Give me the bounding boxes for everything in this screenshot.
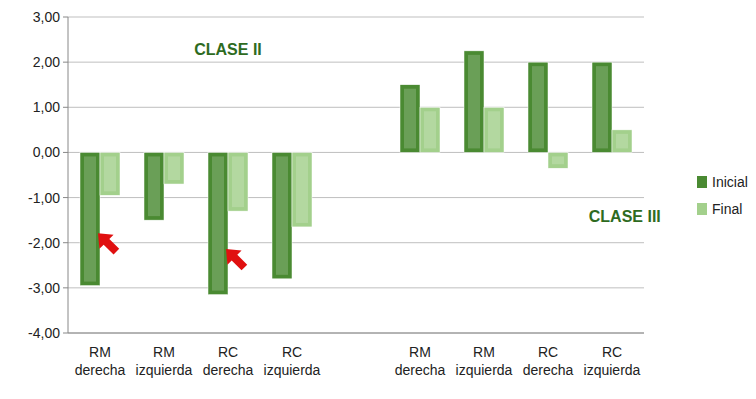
arrow [219,242,252,275]
bar [464,51,484,153]
tick-mark [63,197,68,198]
tick-mark [63,287,68,288]
bar-bevel [488,111,500,148]
tick-label: 3,00 [33,9,60,25]
bar [612,130,632,153]
bar [292,152,312,226]
chart: -4,00 -3,00 -2,00 -1,00 0,00 1,00 2,00 3,00 RMde… [0,0,756,399]
legend-swatch [697,176,707,188]
grid-line [68,242,644,243]
bar-bevel [596,66,608,148]
bar-bevel [232,156,244,207]
tick-mark [63,152,68,153]
grid-line [68,107,644,108]
tick-mark [63,62,68,63]
grid-line [68,333,644,334]
category-label: RCderecha [203,344,254,378]
legend-label: Final [712,201,742,217]
bar [484,107,504,152]
bar [100,152,120,195]
bar-bevel [276,156,288,274]
tick-label: 2,00 [33,54,60,70]
tick-mark [63,242,68,243]
bar-bevel [148,156,160,216]
category-label: RMizquierda [456,344,513,378]
grid-line [68,62,644,63]
bar [272,152,292,278]
bar [528,62,548,152]
y-axis [68,17,69,333]
tick-mark [63,333,68,334]
annotation: CLASE III [589,208,661,225]
bar [420,107,440,152]
bar-bevel [424,111,436,148]
category-label: RMderecha [395,344,446,378]
bar-bevel [296,156,308,222]
bar-bevel [404,89,416,149]
category-label: RMderecha [75,344,126,378]
tick-label: -4,00 [28,325,60,341]
bar [80,152,100,285]
bar-bevel [532,66,544,148]
bar-bevel [84,156,96,281]
bars [80,51,632,295]
bar-bevel [468,55,480,149]
bar-bevel [104,156,116,191]
bar-bevel [552,156,564,164]
tick-label: -3,00 [28,280,60,296]
tick-label: -2,00 [28,235,60,251]
category-label: RCizquierda [584,344,641,378]
tick-mark [63,107,68,108]
tick-mark [63,17,68,18]
tick-label: 1,00 [33,99,60,115]
tick-label: 0,00 [33,144,60,160]
category-label: RCderecha [523,344,574,378]
bar [144,152,164,220]
category-label: RMizquierda [136,344,193,378]
bar [548,152,568,168]
bar-bevel [168,156,180,180]
legend-label: Inicial [712,174,748,190]
bar-bevel [616,134,628,149]
arrow [91,226,124,259]
bar [400,85,420,153]
x-axis [68,333,644,334]
bar [228,152,248,211]
bar [208,152,228,294]
tick-label: -1,00 [28,190,60,206]
grid-line [68,287,644,288]
bar [164,152,184,184]
grid-line [68,17,644,18]
bar-bevel [212,156,224,290]
category-label: RCizquierda [264,344,321,378]
annotation: CLASE II [194,41,262,58]
bar [592,62,612,152]
grid [63,17,644,333]
legend-swatch [697,203,707,215]
